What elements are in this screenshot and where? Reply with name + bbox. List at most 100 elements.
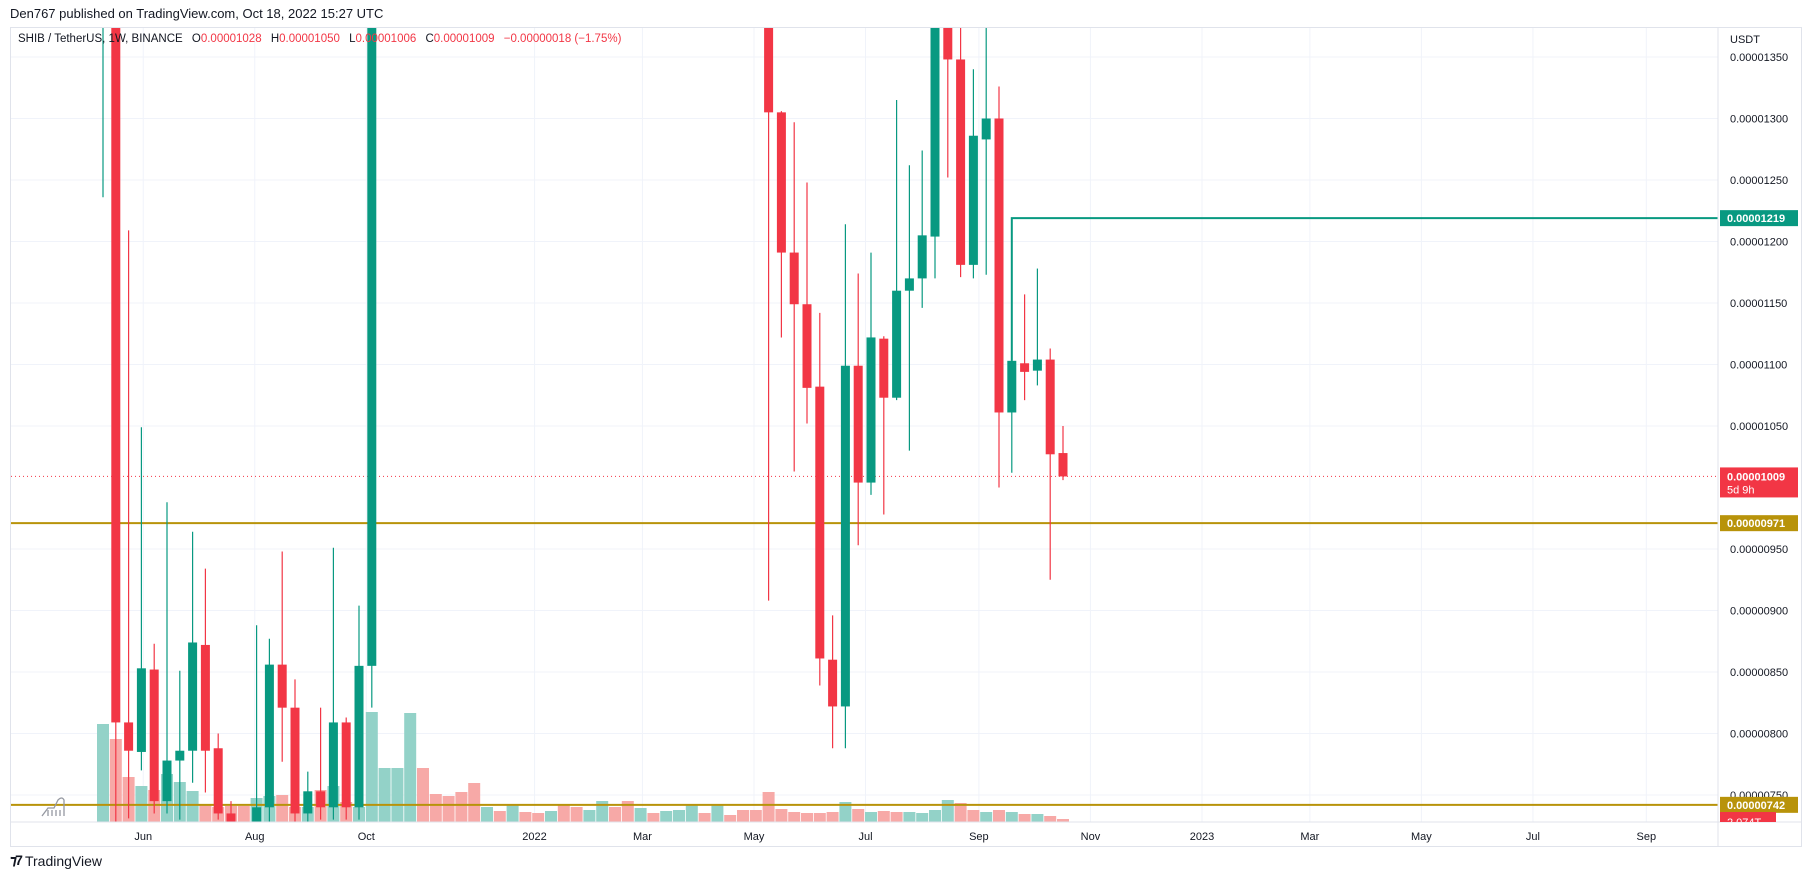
candle-body: [1032, 359, 1042, 371]
volume-bar: [378, 768, 391, 822]
time-axis[interactable]: Jun Aug Oct 2022 Mar May Jul Sep Nov 2023 Mar May Ju…: [134, 831, 1656, 843]
resistance-line[interactable]: [1010, 217, 1718, 361]
candle: [1007, 218, 1017, 473]
candles: [102, 28, 1068, 822]
candle: [341, 717, 351, 820]
volume-bar: [237, 806, 250, 822]
candle: [1032, 268, 1042, 386]
candle: [1020, 294, 1030, 401]
volume-bar: [762, 792, 775, 822]
volume-bar: [775, 809, 788, 822]
low-value: 0.00001006: [355, 33, 417, 45]
volume-bar: [737, 810, 749, 822]
low-label: L: [349, 33, 356, 45]
candle: [367, 28, 377, 708]
support-lower-price-tag: [1720, 796, 1798, 813]
candle-body: [303, 791, 313, 814]
time-tick-label: Aug: [245, 831, 265, 843]
symbol-name[interactable]: SHIB / TetherUS, 1W, BINANCE: [18, 33, 183, 45]
candle-body: [277, 664, 287, 708]
price-axis[interactable]: 0.00001350 0.00001300 0.00001250 0.00001200…: [1730, 52, 1788, 802]
candle-body: [290, 707, 300, 814]
candle: [354, 605, 364, 820]
candle: [264, 638, 274, 822]
candle-body: [175, 750, 185, 761]
price-tick-label: 0.00001050: [1730, 421, 1788, 433]
open-label: O: [191, 33, 201, 45]
volume-bar: [1057, 819, 1069, 822]
candle: [102, 28, 104, 198]
candle-body: [892, 290, 902, 398]
candle: [162, 502, 172, 814]
candle-body: [968, 135, 978, 265]
publish-info: Den767 published on TradingView.com, Oct…: [10, 6, 384, 21]
volume-bar: [199, 804, 212, 822]
candle-body: [930, 28, 940, 237]
volume-bar: [673, 810, 685, 822]
candle: [840, 224, 850, 749]
volume-bar: [788, 812, 801, 822]
price-tick-label: 0.00001100: [1730, 360, 1787, 372]
time-tick-label: Jul: [858, 831, 872, 843]
volume-bar: [1018, 814, 1031, 822]
volume-bar: [993, 810, 1005, 822]
candle-body: [354, 665, 364, 808]
candle-body: [124, 722, 134, 751]
time-tick-label: Mar: [1300, 831, 1319, 843]
high-label: H: [270, 33, 280, 45]
close-label: C: [425, 33, 434, 45]
candle-body: [904, 278, 914, 291]
time-tick-label: May: [1411, 831, 1432, 843]
volume-tag: 2.074T: [1720, 812, 1776, 829]
volume-bar: [634, 808, 647, 822]
candle: [316, 707, 326, 820]
support-upper-price-tag: [1720, 515, 1798, 532]
time-tick-label: Jul: [1526, 831, 1540, 843]
candle: [853, 273, 863, 546]
volume-bar: [698, 813, 711, 822]
volume-bar: [506, 804, 519, 822]
candle-body: [815, 386, 825, 659]
candle-body: [866, 337, 876, 483]
candle: [1058, 426, 1068, 481]
candle-body: [802, 304, 812, 388]
volume-bar: [455, 792, 468, 822]
volume-bar: [1005, 812, 1018, 822]
candle-body: [213, 748, 223, 814]
volume-bar: [903, 812, 916, 822]
volume-bar: [417, 768, 429, 822]
candle-body: [853, 365, 863, 483]
resistance-price-text: 0.00001219: [1727, 213, 1785, 225]
brand-name: TradingView: [24, 852, 103, 869]
volume-bar: [749, 810, 762, 822]
volume-bar: [1031, 814, 1044, 822]
time-tick-label: Jun: [134, 831, 152, 843]
footer-brand[interactable]: ⁊7 TradingView: [10, 852, 102, 869]
volume-bar: [429, 794, 442, 822]
candle-body: [111, 28, 121, 723]
candle-body: [776, 112, 786, 253]
candle: [136, 427, 146, 771]
time-tick-label: Sep: [1637, 831, 1657, 843]
candle-body: [226, 813, 236, 822]
candle-body: [149, 669, 159, 802]
dino-icon: [41, 797, 65, 817]
candle-body: [840, 365, 850, 707]
volume-bar: [801, 813, 813, 822]
volume-bar: [865, 812, 877, 822]
volume-bar: [877, 811, 890, 822]
candle: [252, 625, 262, 822]
candle: [290, 679, 300, 822]
candle: [904, 165, 914, 451]
price-tick-label: 0.00001300: [1730, 114, 1788, 126]
time-tick-label: May: [744, 831, 765, 843]
symbol-legend: SHIB / TetherUS, 1W, BINANCE O0.00001028…: [18, 33, 621, 45]
candle-body: [200, 644, 210, 751]
time-tick-label: Sep: [969, 831, 989, 843]
time-tick-label: Mar: [633, 831, 652, 843]
currency-label: USDT: [1730, 34, 1760, 46]
volume-bar: [813, 813, 826, 822]
volume-bar: [442, 796, 455, 822]
candle: [994, 86, 1004, 488]
